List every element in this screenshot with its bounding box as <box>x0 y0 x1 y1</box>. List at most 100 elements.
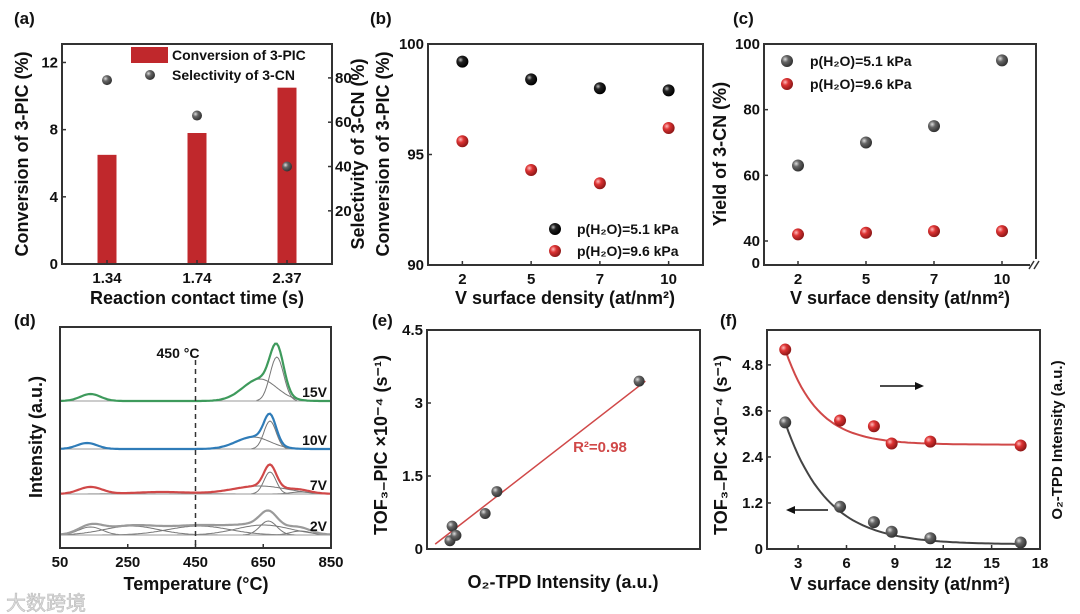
right-arrow-head-icon <box>915 382 924 390</box>
fit-curve <box>784 349 1021 446</box>
data-point <box>924 532 937 545</box>
panel-label-b: (b) <box>370 9 392 28</box>
data-point <box>834 414 847 427</box>
data-point <box>593 177 606 190</box>
plot-frame <box>763 43 1037 266</box>
y-tick-label: 90 <box>407 257 424 274</box>
y-tick-label: 60 <box>335 114 352 131</box>
x-tick-label: 5 <box>527 271 535 288</box>
x-tick-label: 250 <box>115 554 140 571</box>
y-tick-label: 3 <box>415 395 423 412</box>
panel-label-e: (e) <box>372 311 393 330</box>
data-point <box>779 416 792 429</box>
a-legend-bar-swatch <box>131 47 168 63</box>
panel-label-d: (d) <box>14 311 36 330</box>
y-tick-label: 4.8 <box>742 357 763 374</box>
data-point <box>779 343 792 356</box>
f-ylabel-right: O₂-TPD Intensity (a.u.) <box>1049 360 1066 519</box>
y-tick-label: 2.4 <box>742 449 764 466</box>
curve-label: 15V <box>302 384 328 400</box>
a-legend-marker <box>145 70 155 80</box>
data-point <box>834 500 847 513</box>
b-legend-label-0: p(H₂O)=5.1 kPa <box>577 221 679 237</box>
y-tick-label: 80 <box>743 102 760 119</box>
y-tick-label: 3.6 <box>742 403 763 420</box>
data-point <box>525 163 538 176</box>
x-tick-label: 9 <box>891 555 899 572</box>
d-xlabel: Temperature (°C) <box>124 574 269 594</box>
data-point <box>446 520 458 532</box>
a-ylabel-right: Selectivity of 3-CN (%) <box>348 58 368 249</box>
e-ylabel: TOF₃₋PIC ×10⁻⁴ (s⁻¹) <box>371 355 391 535</box>
x-tick-label: 7 <box>930 271 938 288</box>
bar <box>277 87 297 264</box>
c-legend-marker-1 <box>781 78 793 90</box>
x-tick-label: 5 <box>862 271 870 288</box>
b-legend: p(H₂O)=5.1 kPa p(H₂O)=9.6 kPa <box>549 221 679 259</box>
data-point <box>456 135 469 148</box>
x-tick-label: 850 <box>318 554 343 571</box>
x-tick-label: 6 <box>842 555 850 572</box>
f-xlabel: V surface density (at/nm²) <box>790 574 1010 594</box>
data-point <box>662 121 675 134</box>
fit-curve <box>784 422 1021 545</box>
panel-label-c: (c) <box>733 9 754 28</box>
x-tick-label: 50 <box>52 554 69 571</box>
panel-f: 0 1.2 2.4 3.6 4.8 3 6 9 12 15 18 <box>742 329 1049 572</box>
y-tick-label: 40 <box>743 233 760 250</box>
x-tick-label: 18 <box>1032 555 1049 572</box>
y-tick-label: 0 <box>415 541 423 558</box>
b-legend-marker-0 <box>549 223 561 235</box>
x-tick-label: 12 <box>935 555 952 572</box>
b-legend-label-1: p(H₂O)=9.6 kPa <box>577 243 679 259</box>
x-tick-label: 3 <box>794 555 802 572</box>
panel-d: 15V 10V 7V 2V 50 250 450 650 850 <box>52 326 344 571</box>
y-tick-label: 0 <box>50 256 58 273</box>
panel-a: 0 4 8 12 20 40 60 80 1.34 1.74 2.37 <box>41 43 352 287</box>
y-tick-label: 1.5 <box>402 468 423 485</box>
x-tick-label: 10 <box>660 271 677 288</box>
component-peak <box>242 520 294 536</box>
axis-break-icon <box>1028 260 1040 270</box>
data-point <box>792 159 804 172</box>
data-point <box>633 375 645 387</box>
x-tick-label: 7 <box>596 271 604 288</box>
y-tick-label: 100 <box>399 36 424 53</box>
y-tick-label: 1.2 <box>742 495 763 512</box>
y-tick-label: 8 <box>50 122 58 139</box>
y-tick-label-break: 0 <box>752 255 760 272</box>
component-peak <box>176 524 332 536</box>
x-tick-label: 10 <box>994 271 1011 288</box>
data-point <box>662 84 675 97</box>
x-tick-label: 2.37 <box>272 270 301 287</box>
e-xlabel: O₂-TPD Intensity (a.u.) <box>467 572 658 592</box>
curve-label: 10V <box>302 432 328 448</box>
y-tick-label: 4.5 <box>402 322 423 339</box>
panel-label-a: (a) <box>14 9 35 28</box>
x-tick-label: 450 <box>183 554 208 571</box>
c-legend-marker-0 <box>781 55 793 67</box>
curve-label: 2V <box>310 518 328 534</box>
watermark: 大数跨境 <box>6 591 86 614</box>
data-point <box>928 120 940 133</box>
x-tick-label: 2 <box>458 271 466 288</box>
panel-c: 40 60 80 100 0 2 5 7 10 <box>735 36 1040 288</box>
data-point <box>525 73 538 86</box>
d-ylabel: Intensity (a.u.) <box>26 376 46 498</box>
data-point <box>928 225 940 238</box>
data-point <box>860 136 872 149</box>
x-tick-label: 2 <box>794 271 802 288</box>
axis-break-gap <box>1030 259 1040 271</box>
component-peak <box>251 420 289 450</box>
y-tick-label: 60 <box>743 167 760 184</box>
y-tick-label: 100 <box>735 36 760 53</box>
data-point <box>450 529 462 541</box>
c-xlabel: V surface density (at/nm²) <box>790 288 1010 308</box>
data-point <box>867 420 880 433</box>
y-tick-label: 40 <box>335 159 352 176</box>
component-peak <box>251 471 289 495</box>
x-tick-label: 1.34 <box>92 270 122 287</box>
c-ylabel: Yield of 3-CN (%) <box>710 82 730 226</box>
d-annotation-label: 450 °C <box>157 345 200 361</box>
c-legend: p(H₂O)=5.1 kPa p(H₂O)=9.6 kPa <box>781 53 912 92</box>
